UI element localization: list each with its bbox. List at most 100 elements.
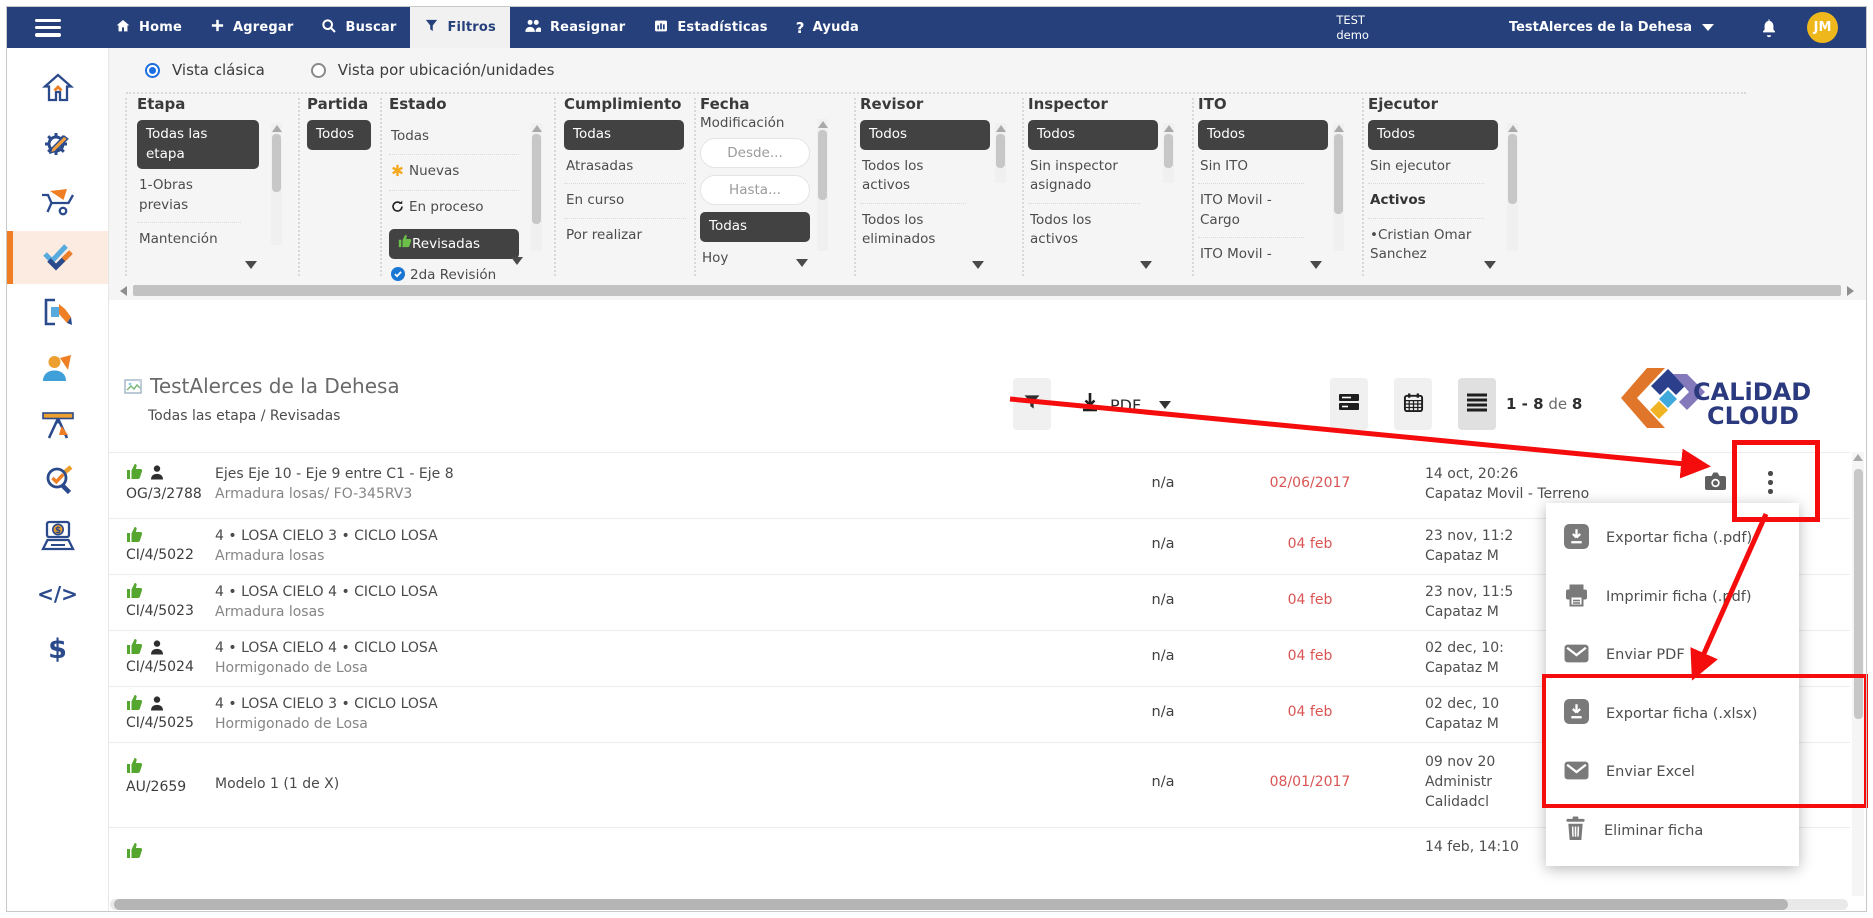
scrollbar[interactable] bbox=[1163, 123, 1174, 183]
sidebar-item-billing[interactable]: $ bbox=[7, 511, 108, 564]
filter-option[interactable]: Todos los eliminados bbox=[862, 211, 936, 248]
card-view-button[interactable] bbox=[1330, 378, 1368, 430]
scrollbar-thumb[interactable] bbox=[1853, 469, 1863, 719]
avatar[interactable]: JM bbox=[1807, 12, 1838, 43]
sidebar-item-inspections-active[interactable] bbox=[7, 231, 108, 284]
scrollbar[interactable] bbox=[1333, 123, 1344, 251]
filter-option-selected[interactable]: Todas bbox=[700, 212, 810, 242]
filter-option-selected[interactable]: Todos bbox=[1028, 120, 1158, 150]
filter-option[interactable]: En curso bbox=[564, 184, 686, 219]
filter-option-2da-revision[interactable]: 2da Revisión bbox=[389, 259, 519, 295]
filter-option[interactable]: ITO Movil - Cargo bbox=[1198, 184, 1304, 239]
export-pdf-button[interactable]: PDF bbox=[1080, 392, 1172, 418]
scrollbar[interactable] bbox=[1507, 123, 1518, 251]
chevron-down-icon[interactable] bbox=[511, 257, 523, 265]
scroll-left-icon[interactable] bbox=[120, 285, 127, 296]
filter-option-nuevas[interactable]: Nuevas bbox=[389, 155, 519, 192]
scrollbar[interactable] bbox=[271, 123, 282, 245]
filter-column-cumplimiento: Cumplimiento Todas Atrasadas En curso Po… bbox=[564, 95, 686, 252]
table-row[interactable]: 14 feb, 14:10 bbox=[108, 827, 1850, 897]
sidebar-item-projects[interactable] bbox=[7, 399, 108, 452]
table-row[interactable]: CI/4/5023 4 • LOSA CIELO 4 • CICLO LOSA … bbox=[108, 574, 1850, 630]
filter-option-selected[interactable]: Todos bbox=[307, 120, 371, 150]
row-actions-menu-button[interactable] bbox=[1756, 465, 1785, 500]
filter-toggle-button[interactable] bbox=[1013, 378, 1051, 430]
filter-option[interactable]: Hoy bbox=[702, 249, 729, 266]
scrollbar-thumb[interactable] bbox=[114, 899, 1788, 910]
filter-option[interactable]: ITO Movil - bbox=[1200, 246, 1272, 263]
filter-option[interactable]: Todos los activos bbox=[1030, 211, 1092, 248]
filter-option-selected[interactable]: Todos bbox=[1368, 120, 1498, 150]
menu-item-delete[interactable]: Eliminar ficha bbox=[1546, 802, 1799, 861]
sidebar-item-api[interactable]: </> bbox=[7, 567, 108, 620]
list-view-button[interactable] bbox=[1458, 378, 1496, 430]
nav-reasignar[interactable]: Reasignar bbox=[510, 7, 639, 48]
filters-horizontal-scrollbar[interactable] bbox=[120, 284, 1854, 297]
camera-icon[interactable] bbox=[1704, 471, 1727, 495]
sidebar-item-audit[interactable] bbox=[7, 455, 108, 508]
filter-option-selected[interactable]: Todas bbox=[564, 120, 684, 150]
chevron-down-icon[interactable] bbox=[245, 261, 257, 269]
scrollbar[interactable] bbox=[817, 119, 828, 251]
filter-option[interactable]: 1-Obras previas bbox=[137, 169, 241, 224]
filter-option[interactable]: Mantención bbox=[139, 231, 218, 248]
scroll-right-icon[interactable] bbox=[1847, 285, 1854, 296]
scrollbar-thumb[interactable] bbox=[133, 285, 1841, 296]
filter-option-selected-revisadas[interactable]: Revisadas bbox=[389, 228, 519, 260]
notifications-bell-icon[interactable] bbox=[1759, 17, 1779, 39]
sidebar-item-works[interactable] bbox=[7, 175, 108, 228]
date-to-input[interactable]: Hasta... bbox=[700, 175, 810, 205]
menu-item-send-pdf[interactable]: Enviar PDF bbox=[1546, 626, 1799, 685]
chevron-down-icon[interactable] bbox=[1310, 261, 1322, 269]
table-row[interactable]: AU/2659 Modelo 1 (1 de X) n/a 08/01/2017… bbox=[108, 742, 1850, 827]
hamburger-menu-icon[interactable] bbox=[35, 18, 61, 37]
radio-vista-ubicacion[interactable]: Vista por ubicación/unidades bbox=[310, 61, 554, 79]
nav-ayuda[interactable]: ? Ayuda bbox=[782, 7, 873, 48]
sidebar-item-export[interactable] bbox=[7, 287, 108, 340]
filter-option[interactable]: Por realizar bbox=[566, 226, 643, 243]
nav-estadisticas[interactable]: Estadísticas bbox=[639, 7, 781, 48]
filter-option[interactable]: •Cristian Omar Sanchez bbox=[1370, 226, 1472, 263]
table-row[interactable]: CI/4/5024 4 • LOSA CIELO 4 • CICLO LOSA … bbox=[108, 630, 1850, 686]
sidebar-item-home[interactable] bbox=[7, 63, 108, 116]
radio-vista-clasica[interactable]: Vista clásica bbox=[145, 61, 265, 79]
chevron-down-icon[interactable] bbox=[796, 259, 808, 267]
menu-item-send-excel[interactable]: Enviar Excel bbox=[1546, 743, 1799, 802]
table-row[interactable]: CI/4/5022 4 • LOSA CIELO 3 • CICLO LOSA … bbox=[108, 518, 1850, 574]
scrollbar[interactable] bbox=[531, 123, 542, 251]
chevron-down-icon[interactable] bbox=[1484, 261, 1496, 269]
menu-item-export-pdf[interactable]: Exportar ficha (.pdf) bbox=[1546, 509, 1799, 568]
filter-option-selected[interactable]: Todos bbox=[1198, 120, 1328, 150]
filter-option[interactable]: Sin ITO bbox=[1198, 150, 1304, 185]
calendar-view-button[interactable] bbox=[1394, 378, 1432, 430]
nav-agregar[interactable]: Agregar bbox=[196, 7, 307, 48]
scroll-up-icon[interactable] bbox=[1853, 454, 1863, 461]
nav-home[interactable]: Home bbox=[101, 7, 196, 48]
table-horizontal-scrollbar[interactable] bbox=[110, 899, 1848, 910]
filter-option[interactable]: Sin inspector asignado bbox=[1028, 150, 1140, 204]
chevron-down-icon[interactable] bbox=[972, 261, 984, 269]
table-vertical-scrollbar[interactable] bbox=[1852, 452, 1864, 896]
nav-filtros[interactable]: Filtros bbox=[410, 7, 510, 48]
table-row[interactable]: CI/4/5025 4 • LOSA CIELO 3 • CICLO LOSA … bbox=[108, 686, 1850, 742]
filter-option-en-proceso[interactable]: En proceso bbox=[389, 191, 519, 227]
project-selector[interactable]: TestAlerces de la Dehesa bbox=[1509, 20, 1714, 35]
sidebar-item-finance[interactable]: $ bbox=[7, 623, 108, 676]
filter-option[interactable]: Sin ejecutor bbox=[1368, 150, 1484, 185]
filter-option[interactable]: Todas bbox=[389, 120, 519, 155]
thumbs-up-icon bbox=[126, 526, 143, 547]
chevron-down-icon[interactable] bbox=[1140, 261, 1152, 269]
nav-buscar[interactable]: Buscar bbox=[307, 7, 410, 48]
sidebar-item-settings[interactable] bbox=[7, 119, 108, 172]
sidebar-item-users[interactable] bbox=[7, 343, 108, 396]
menu-item-print-pdf[interactable]: Imprimir ficha (.pdf) bbox=[1546, 568, 1799, 627]
filter-option[interactable]: Atrasadas bbox=[564, 150, 686, 185]
filter-option-selected[interactable]: Todas las etapa bbox=[137, 120, 259, 170]
table-row[interactable]: OG/3/2788 Ejes Eje 10 - Eje 9 entre C1 -… bbox=[108, 452, 1850, 518]
filter-sort-label[interactable]: Modificación bbox=[700, 115, 785, 131]
menu-item-export-xlsx[interactable]: Exportar ficha (.xlsx) bbox=[1546, 685, 1799, 744]
scrollbar[interactable] bbox=[995, 123, 1006, 183]
filter-option-selected[interactable]: Todos bbox=[860, 120, 990, 150]
date-from-input[interactable]: Desde... bbox=[700, 138, 810, 168]
filter-option[interactable]: Todos los activos bbox=[860, 150, 966, 204]
